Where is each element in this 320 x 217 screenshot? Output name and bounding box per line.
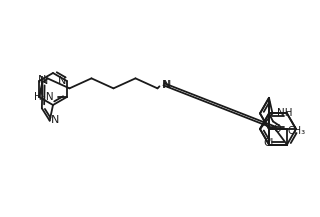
- Text: H₂N: H₂N: [34, 92, 54, 102]
- Text: N: N: [163, 80, 171, 90]
- Text: CH₃: CH₃: [287, 127, 305, 136]
- Text: O: O: [273, 124, 281, 134]
- Text: N: N: [38, 75, 47, 85]
- Text: N: N: [162, 80, 170, 90]
- Text: N: N: [40, 76, 49, 86]
- Text: N: N: [58, 76, 66, 86]
- Text: NH: NH: [277, 108, 293, 118]
- Text: N: N: [51, 115, 59, 125]
- Text: Cl: Cl: [264, 138, 274, 148]
